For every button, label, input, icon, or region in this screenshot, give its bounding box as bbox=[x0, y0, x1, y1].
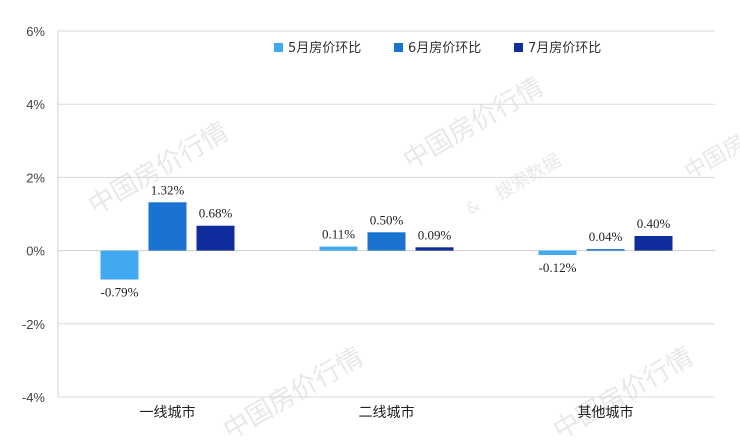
legend: 5月房价环比 6月房价环比 7月房价环比 bbox=[274, 40, 601, 56]
legend-swatch bbox=[394, 43, 403, 52]
legend-swatch bbox=[274, 43, 283, 52]
watermark-2: 中国房价行情 bbox=[399, 72, 549, 176]
y-tick-label: -4% bbox=[22, 390, 46, 405]
data-label: 1.32% bbox=[151, 182, 185, 197]
bar bbox=[586, 249, 625, 251]
watermark-3: & bbox=[463, 196, 483, 219]
data-label: 0.40% bbox=[637, 216, 671, 231]
legend-entry: 6月房价环比 bbox=[408, 40, 481, 56]
data-label: 0.09% bbox=[418, 227, 452, 242]
legend-entry: 7月房价环比 bbox=[528, 40, 601, 56]
bar bbox=[538, 250, 577, 255]
watermark-text-4: 中国房价行情 bbox=[549, 342, 699, 446]
bar bbox=[100, 250, 139, 280]
watermark-connector: & bbox=[463, 196, 483, 219]
data-label: 0.04% bbox=[589, 229, 623, 244]
legend-entry: 5月房价环比 bbox=[288, 40, 361, 56]
data-label: 0.50% bbox=[370, 212, 404, 227]
watermark-6: 中国房价行情 bbox=[549, 342, 699, 446]
bar bbox=[415, 247, 454, 251]
data-label-layer: -0.79% 1.32% 0.68% 0.11% 0.50% 0.09% -0.12% 0.0… bbox=[101, 182, 671, 299]
y-tick-label: 4% bbox=[26, 97, 45, 112]
watermark-text-5: 中国房价行情 bbox=[681, 98, 740, 186]
data-label: -0.12% bbox=[539, 260, 577, 275]
bar bbox=[367, 232, 406, 251]
y-tick-label: -2% bbox=[22, 317, 46, 332]
x-category-label: 二线城市 bbox=[359, 404, 415, 421]
bar bbox=[634, 235, 673, 251]
watermark-7: 中国房价行情 bbox=[681, 98, 740, 186]
watermark-text-3: 中国房价行情 bbox=[219, 342, 369, 446]
y-tick-label: 6% bbox=[26, 24, 45, 39]
bar bbox=[196, 225, 235, 251]
data-label: 0.68% bbox=[199, 206, 233, 221]
y-tick-label: 2% bbox=[26, 170, 45, 185]
data-label: -0.79% bbox=[101, 285, 139, 300]
bar bbox=[148, 202, 187, 251]
axis-layer: -4% -2% 0% 2% 4% 6% 一线城市 二线城市 其他城市 bbox=[22, 24, 715, 421]
watermark-group: 中国房价行情 中国房价行情 & 搜索数据 中国房价行情 中国房价行情 中国房价行… bbox=[84, 72, 740, 446]
bar-layer bbox=[100, 202, 673, 280]
x-category-label: 一线城市 bbox=[140, 404, 196, 421]
y-tick-label: 0% bbox=[26, 244, 45, 259]
legend-swatch bbox=[514, 43, 523, 52]
x-category-label: 其他城市 bbox=[578, 404, 634, 421]
bar bbox=[319, 246, 358, 251]
watermark-text-2: 中国房价行情 bbox=[399, 72, 549, 176]
watermark-5: 中国房价行情 bbox=[219, 342, 369, 446]
data-label: 0.11% bbox=[322, 227, 355, 242]
